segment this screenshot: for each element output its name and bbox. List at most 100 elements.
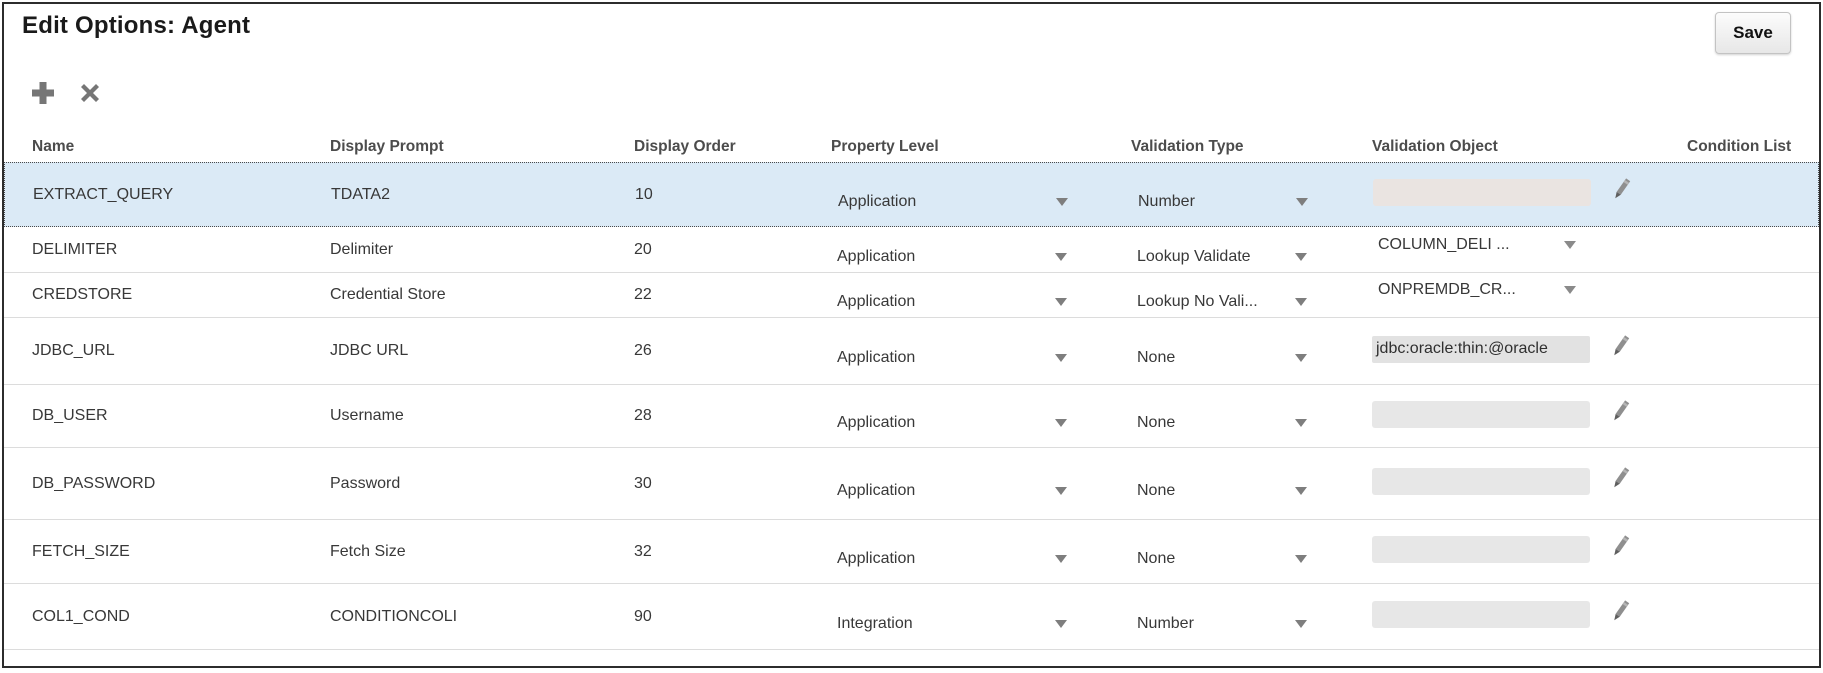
display-order-cell: 22 — [634, 286, 652, 303]
chevron-down-icon — [1295, 252, 1307, 261]
validation-type-select[interactable]: Number — [1132, 193, 1316, 211]
property-level-select[interactable]: Application — [831, 414, 1075, 432]
chevron-down-icon — [1564, 240, 1576, 249]
display-order-cell: 30 — [634, 474, 652, 492]
display-order-cell: 20 — [634, 240, 652, 258]
name-cell: CREDSTORE — [32, 286, 133, 303]
name-cell: JDBC_URL — [32, 342, 115, 359]
name-cell: FETCH_SIZE — [32, 542, 130, 560]
validation-type-select[interactable]: Number — [1131, 615, 1315, 633]
validation-object-cell — [1372, 465, 1687, 498]
display-order-cell: 32 — [634, 542, 652, 560]
column-header-property-level: Property Level — [831, 138, 939, 155]
column-header-name: Name — [32, 138, 75, 155]
edit-pencil-icon[interactable] — [1607, 176, 1635, 209]
display-prompt-cell: Delimiter — [330, 240, 394, 258]
chevron-down-icon — [1055, 419, 1067, 427]
chevron-down-icon — [1055, 486, 1067, 495]
validation-type-select[interactable]: None — [1131, 349, 1315, 367]
display-prompt-cell: Password — [330, 474, 401, 492]
property-level-select[interactable]: Application — [831, 349, 1075, 367]
validation-type-select[interactable]: None — [1131, 550, 1315, 568]
name-cell: DB_USER — [32, 407, 108, 424]
edit-pencil-icon[interactable] — [1606, 465, 1634, 498]
display-prompt-cell: Username — [330, 407, 404, 424]
display-order-cell: 26 — [634, 342, 652, 359]
table-row[interactable]: DB_USER Username 28 Application None — [4, 385, 1819, 448]
chevron-down-icon — [1295, 419, 1307, 427]
property-level-select[interactable]: Application — [831, 482, 1075, 500]
edit-pencil-icon[interactable] — [1606, 398, 1634, 431]
display-prompt-cell: TDATA2 — [331, 185, 390, 203]
edit-pencil-icon[interactable] — [1606, 598, 1634, 631]
title-bar: Edit Options: Agent — [4, 4, 1819, 48]
validation-object-cell: ONPREMDB_CR... — [1372, 281, 1687, 302]
name-cell: DELIMITER — [32, 240, 118, 258]
chevron-down-icon — [1055, 554, 1067, 563]
property-level-select[interactable]: Integration — [831, 615, 1075, 633]
column-header-validation-type: Validation Type — [1131, 138, 1244, 155]
chevron-down-icon — [1055, 298, 1067, 306]
validation-object-select[interactable]: COLUMN_DELI ... — [1372, 236, 1576, 254]
validation-object-cell — [1372, 598, 1687, 631]
column-header-display-order: Display Order — [634, 138, 736, 155]
validation-object-input — [1372, 601, 1590, 628]
chevron-down-icon — [1296, 197, 1308, 206]
validation-object-input[interactable]: jdbc:oracle:thin:@oracle — [1372, 335, 1590, 363]
validation-object-cell: jdbc:oracle:thin:@oracle — [1372, 333, 1687, 366]
save-button[interactable]: Save — [1715, 12, 1791, 54]
edit-pencil-icon[interactable] — [1606, 333, 1634, 366]
validation-type-select[interactable]: None — [1131, 482, 1315, 500]
add-icon[interactable] — [30, 80, 56, 106]
validation-object-input — [1373, 179, 1591, 206]
validation-type-select[interactable]: None — [1131, 414, 1315, 432]
table-row[interactable]: COL1_COND CONDITIONCOLI 90 Integration N… — [4, 584, 1819, 650]
display-prompt-cell: JDBC URL — [330, 342, 409, 359]
name-cell: DB_PASSWORD — [32, 474, 156, 492]
display-order-cell: 90 — [634, 607, 652, 625]
table-row[interactable]: DB_PASSWORD Password 30 Application None — [4, 448, 1819, 520]
chevron-down-icon — [1564, 286, 1576, 294]
property-level-select[interactable]: Application — [831, 248, 1075, 266]
chevron-down-icon — [1295, 554, 1307, 563]
bottom-spacer — [4, 650, 1819, 664]
chevron-down-icon — [1295, 354, 1307, 362]
table-header-row: Name Display Prompt Display Order Proper… — [4, 108, 1819, 162]
chevron-down-icon — [1056, 197, 1068, 206]
validation-object-select[interactable]: ONPREMDB_CR... — [1372, 281, 1576, 299]
table-row[interactable]: FETCH_SIZE Fetch Size 32 Application Non… — [4, 520, 1819, 584]
page-title: Edit Options: Agent — [22, 12, 251, 39]
display-prompt-cell: Credential Store — [330, 286, 446, 303]
property-level-select[interactable]: Application — [832, 193, 1076, 211]
name-cell: COL1_COND — [32, 607, 130, 625]
chevron-down-icon — [1055, 354, 1067, 362]
chevron-down-icon — [1295, 486, 1307, 495]
validation-object-cell — [1372, 533, 1687, 566]
validation-object-input — [1372, 536, 1590, 563]
chevron-down-icon — [1055, 252, 1067, 261]
edit-pencil-icon[interactable] — [1606, 533, 1634, 566]
chevron-down-icon — [1295, 298, 1307, 306]
validation-object-input — [1372, 400, 1590, 428]
property-level-select[interactable]: Application — [831, 293, 1075, 311]
table-row[interactable]: JDBC_URL JDBC URL 26 Application None jd… — [4, 318, 1819, 385]
table-row[interactable]: CREDSTORE Credential Store 22 Applicatio… — [4, 273, 1819, 318]
chevron-down-icon — [1295, 619, 1307, 628]
name-cell: EXTRACT_QUERY — [33, 185, 174, 203]
delete-icon[interactable] — [78, 81, 102, 105]
display-order-cell: 28 — [634, 407, 652, 424]
column-header-condition-list: Condition List — [1687, 138, 1792, 155]
column-header-validation-object: Validation Object — [1372, 138, 1498, 155]
validation-object-input — [1372, 468, 1590, 495]
table-row[interactable]: DELIMITER Delimiter 20 Application Looku… — [4, 227, 1819, 273]
validation-object-cell: COLUMN_DELI ... — [1372, 236, 1687, 257]
validation-object-cell — [1373, 176, 1688, 209]
property-level-select[interactable]: Application — [831, 550, 1075, 568]
table-row[interactable]: EXTRACT_QUERY TDATA2 10 Application Numb… — [4, 162, 1819, 227]
column-header-display-prompt: Display Prompt — [330, 138, 444, 155]
display-prompt-cell: CONDITIONCOLI — [330, 607, 458, 625]
validation-type-select[interactable]: Lookup No Vali... — [1131, 293, 1315, 311]
validation-type-select[interactable]: Lookup Validate — [1131, 248, 1315, 266]
display-order-cell: 10 — [635, 185, 653, 203]
